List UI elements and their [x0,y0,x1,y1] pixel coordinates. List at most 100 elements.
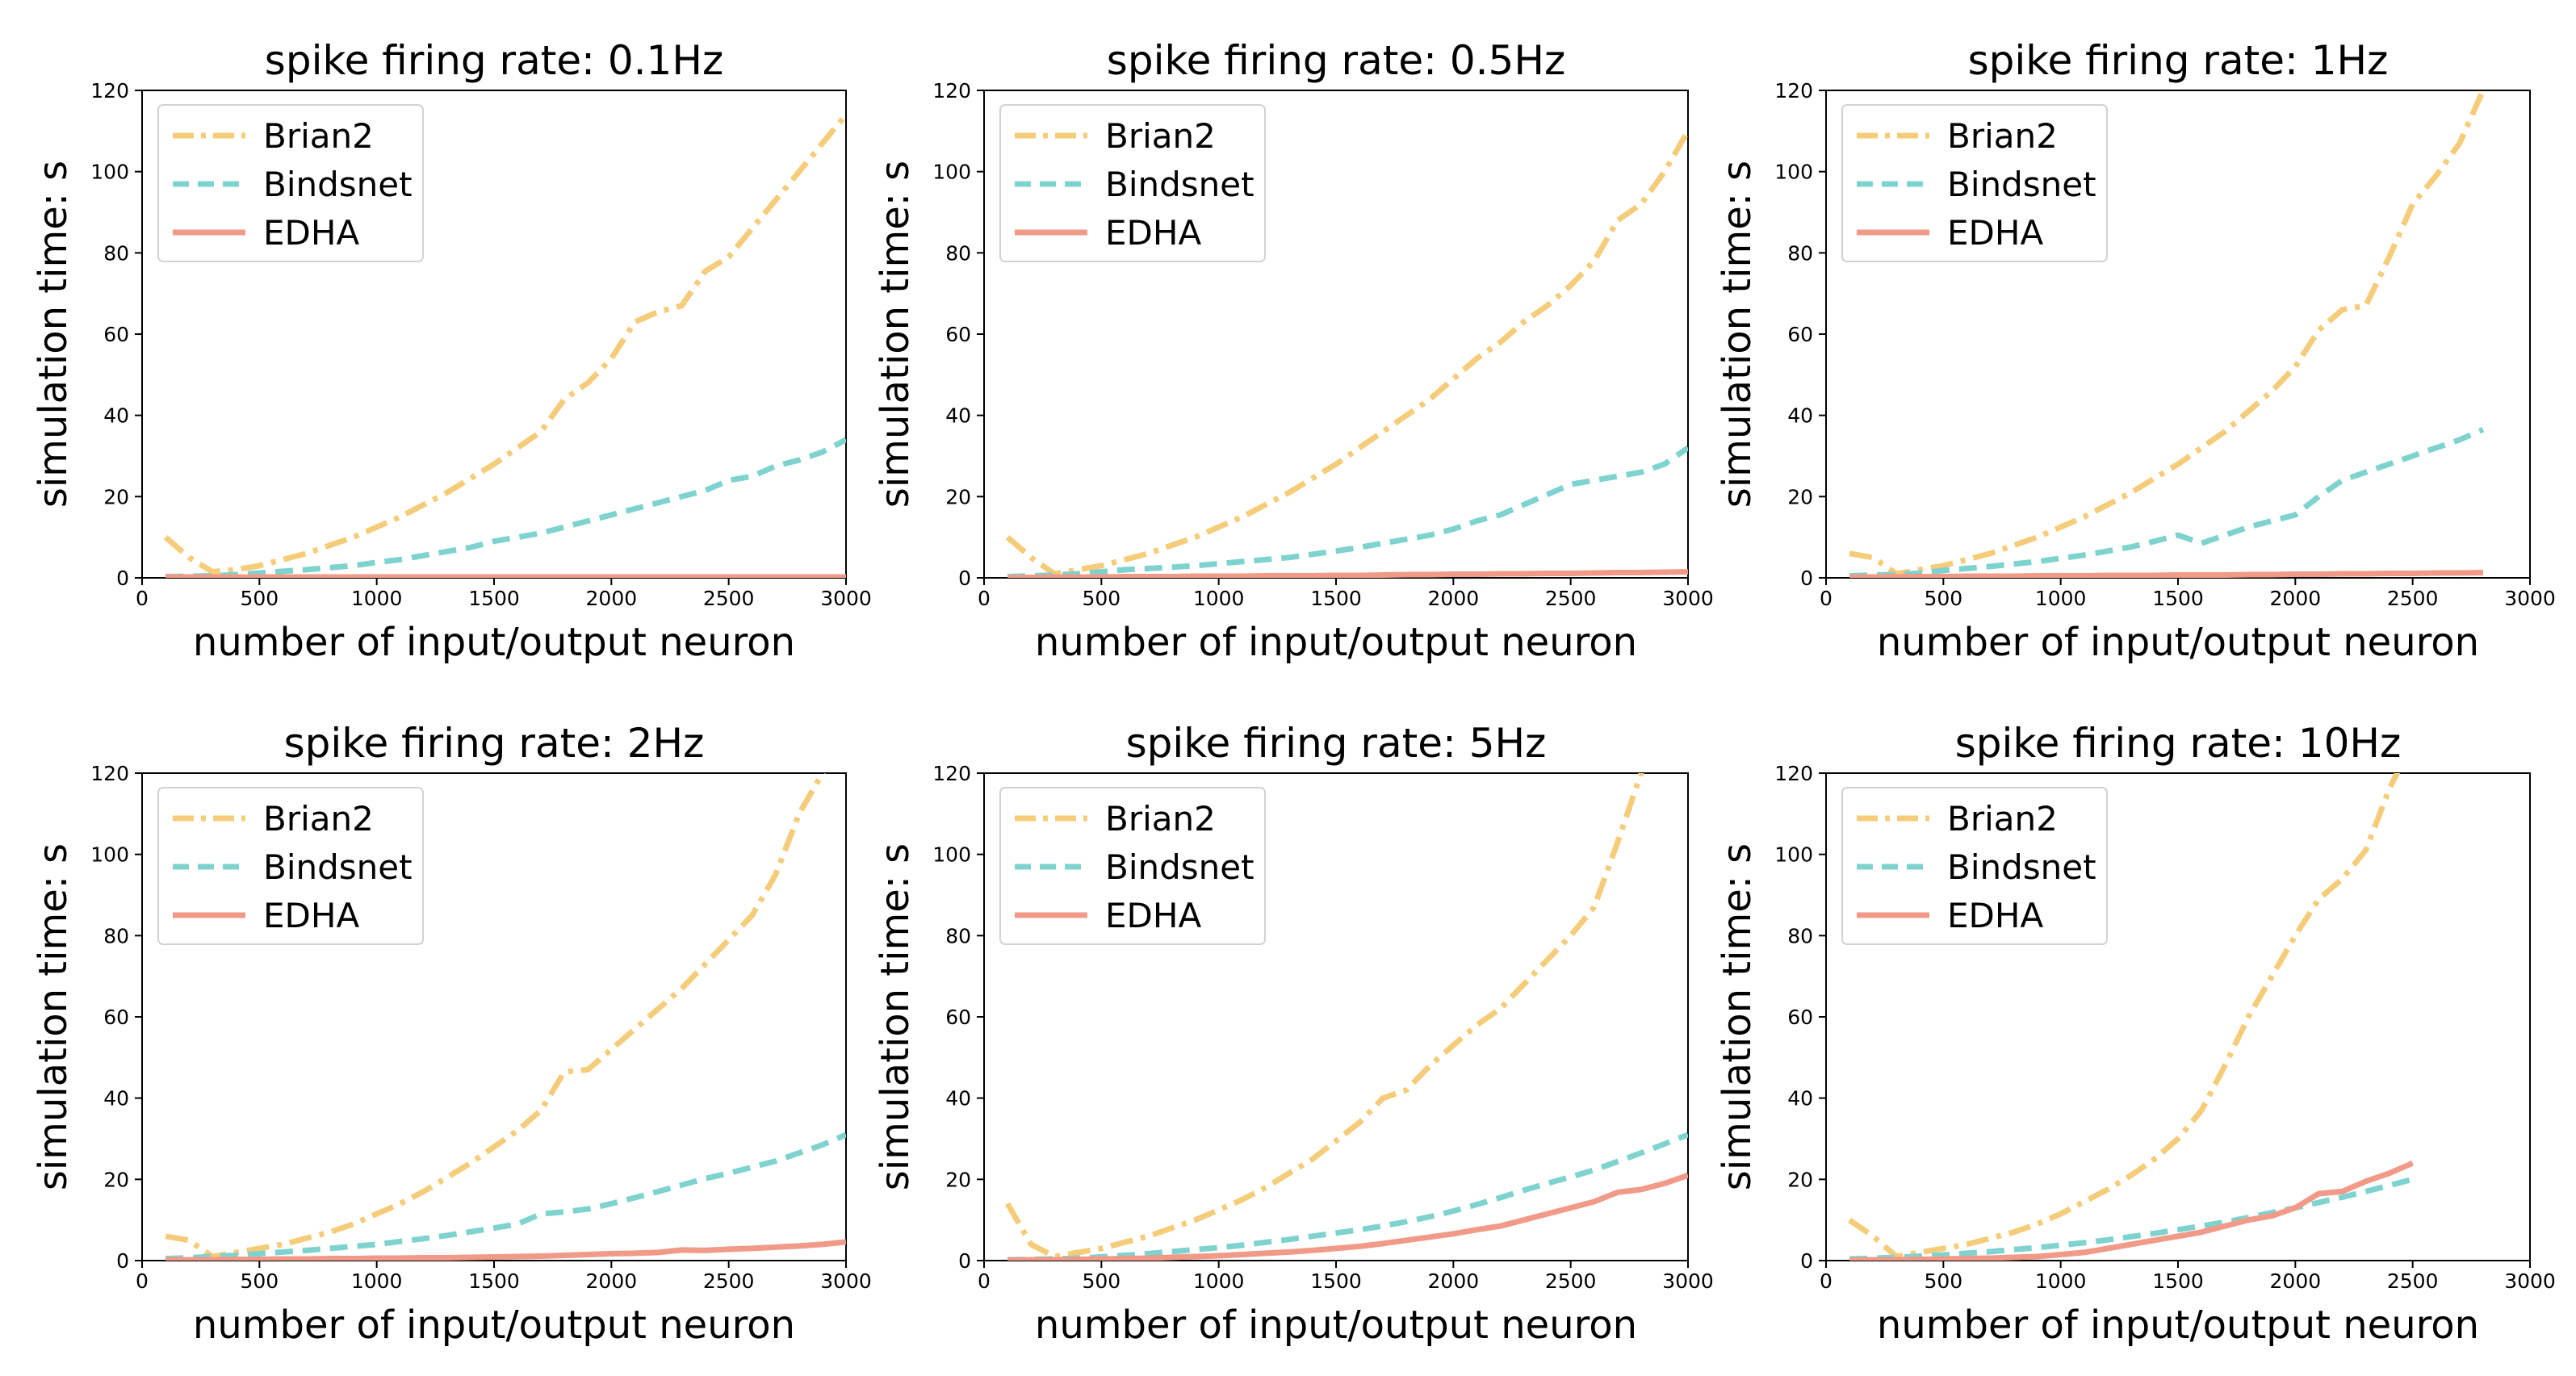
y-tick-label: 40 [103,404,129,428]
y-axis-label: simulation time: s [1715,161,1760,508]
series-lines [1005,129,1688,578]
legend-label-edha: EDHA [1105,896,1201,935]
y-tick-label: 100 [90,161,129,184]
y-tick-label: 80 [1787,241,1813,265]
y-tick-label: 60 [103,323,129,346]
chart-title: spike firing rate: 0.5Hz [1107,37,1565,84]
y-tick-label: 40 [1787,1087,1813,1110]
legend: Brian2 Bindsnet EDHA [1841,787,2108,945]
y-tick-label: 20 [945,485,971,508]
chart-title: spike firing rate: 0.1Hz [265,37,723,84]
y-axis-label: simulation time: s [873,161,918,508]
y-axis-label: simulation time: s [31,161,76,508]
y-tick-label: 20 [945,1168,971,1191]
legend-box [999,104,1266,262]
x-tick-label: 1000 [2035,1269,2087,1293]
y-tick-label: 60 [1787,1006,1813,1029]
x-tick-label: 500 [1082,587,1120,610]
legend-label-edha: EDHA [263,896,359,935]
series-line-bindsnet [1007,1131,1688,1261]
x-tick-label: 1000 [2035,587,2087,610]
y-axis-label: simulation time: s [873,843,918,1190]
legend-label-brian2: Brian2 [1947,116,2058,156]
x-axis-label: number of input/output neuron [1877,1303,2479,1348]
y-tick-label: 60 [1787,323,1813,346]
y-tick-label: 20 [103,485,129,508]
x-tick-label: 1500 [1310,587,1362,610]
x-axis-label: number of input/output neuron [193,620,795,665]
x-tick-label: 1500 [468,587,520,610]
x-tick-label: 1000 [1193,587,1245,610]
x-axis-label: number of input/output neuron [193,1303,795,1348]
legend-box [1841,104,2108,262]
series-line-brian2 [1005,129,1688,577]
series-lines [1848,773,2415,1261]
y-axis-label: simulation time: s [31,843,76,1190]
legend-label-bindsnet: Bindsnet [1105,847,1254,887]
y-tick-label: 120 [932,762,971,785]
chart-title: spike firing rate: 5Hz [1126,720,1547,767]
x-tick-label: 2000 [2270,1269,2322,1293]
y-tick-label: 80 [103,241,129,265]
legend-box [999,787,1266,945]
x-axis-label: number of input/output neuron [1877,620,2479,665]
legend-label-brian2: Brian2 [1947,799,2058,839]
y-tick-label: 0 [116,1249,129,1273]
x-tick-label: 0 [978,587,991,610]
y-tick-label: 20 [103,1168,129,1191]
legend-label-brian2: Brian2 [1105,116,1216,156]
y-tick-label: 60 [945,323,971,346]
y-tick-label: 40 [1787,404,1813,428]
x-tick-label: 500 [240,587,279,610]
y-tick-label: 20 [1787,1168,1813,1191]
legend-label-brian2: Brian2 [263,116,374,156]
x-tick-label: 3000 [1662,1269,1714,1293]
chart-title: spike firing rate: 1Hz [1968,37,2389,84]
x-tick-label: 3000 [820,1269,872,1293]
chart-panel-1: 0 500 1000 1500 2000 2500 3000 0 20 40 60 80 100 120 s… [873,37,1714,665]
x-tick-label: 1500 [468,1269,520,1293]
legend-label-bindsnet: Bindsnet [263,165,413,204]
x-tick-label: 1500 [2152,587,2204,610]
series-line-edha [1849,570,2483,578]
y-tick-label: 100 [1774,161,1813,184]
x-tick-label: 2500 [703,587,755,610]
y-tick-label: 100 [90,843,129,867]
series-lines [1005,773,1688,1261]
x-tick-label: 2500 [1545,587,1597,610]
x-tick-label: 1500 [1310,1269,1362,1293]
legend-label-brian2: Brian2 [1105,799,1216,839]
x-tick-label: 500 [1082,1269,1120,1293]
y-tick-label: 60 [103,1006,129,1029]
x-tick-label: 2000 [586,587,638,610]
legend-box [157,787,424,945]
y-tick-label: 0 [116,567,129,590]
y-tick-label: 120 [90,79,129,102]
x-tick-label: 1500 [2152,1269,2204,1293]
x-tick-label: 3000 [820,587,872,610]
x-tick-label: 1000 [351,587,403,610]
y-tick-label: 120 [90,762,129,785]
y-axis-label: simulation time: s [1715,843,1760,1190]
x-tick-label: 2500 [1545,1269,1597,1293]
chart-panel-5: 0 500 1000 1500 2000 2500 3000 0 20 40 60 80 100 120 s… [1715,720,2556,1348]
series-line-bindsnet [1849,427,2485,578]
x-tick-label: 3000 [2504,587,2556,610]
series-line-bindsnet [1849,1176,2414,1261]
y-tick-label: 0 [958,1249,971,1273]
legend: Brian2 Bindsnet EDHA [999,104,1266,262]
x-tick-label: 0 [136,587,149,610]
x-tick-label: 2500 [703,1269,755,1293]
legend: Brian2 Bindsnet EDHA [157,104,424,262]
legend-label-bindsnet: Bindsnet [1947,165,2096,204]
x-tick-label: 1000 [351,1269,403,1293]
x-tick-label: 2000 [1428,587,1480,610]
y-tick-label: 80 [945,924,971,947]
y-tick-label: 100 [1774,843,1813,867]
y-tick-label: 100 [932,843,971,867]
legend-label-edha: EDHA [1105,213,1201,253]
series-lines [1849,90,2486,578]
series-line-edha [1849,1160,2415,1261]
x-tick-label: 500 [1924,587,1962,610]
